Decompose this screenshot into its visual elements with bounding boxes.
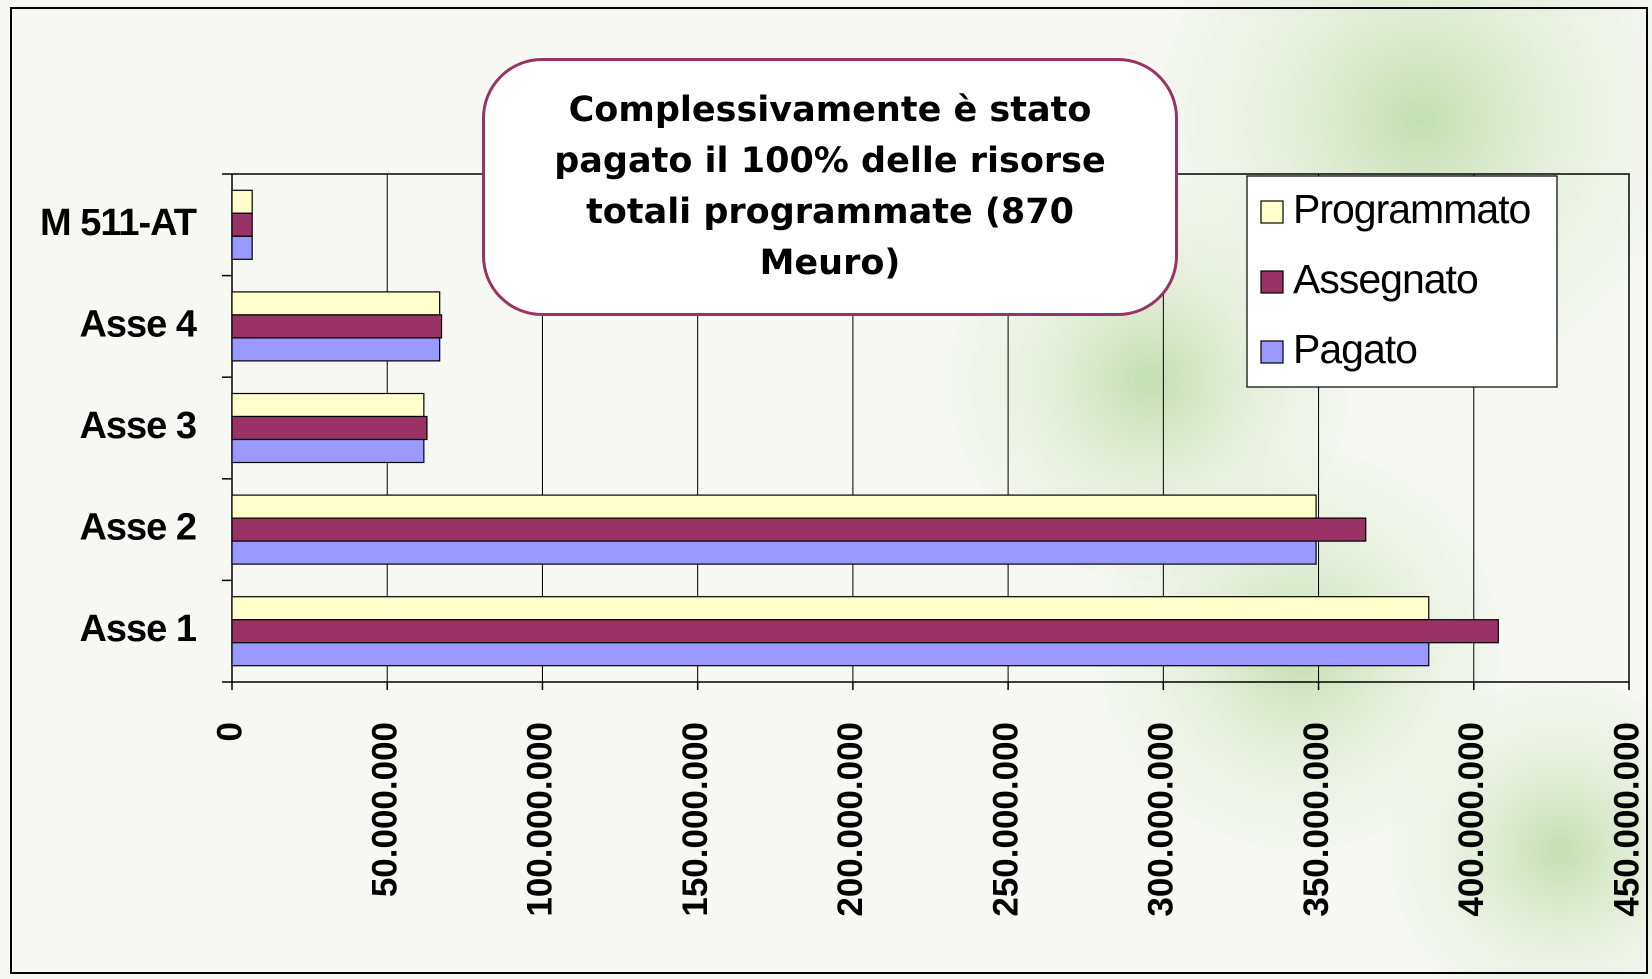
- x-tick-label: 50.000.000: [365, 722, 404, 897]
- bar: [231, 337, 441, 362]
- bar: [231, 438, 425, 464]
- legend-swatch: [1260, 270, 1284, 294]
- bar: [231, 517, 1367, 542]
- legend-swatch: [1260, 200, 1284, 224]
- x-tick-label: 150.000.000: [676, 722, 715, 917]
- bar: [231, 291, 441, 316]
- y-tick-label: Asse 1: [79, 608, 196, 650]
- legend-label: Pagato: [1293, 326, 1417, 372]
- frame: [10, 7, 1648, 974]
- x-tick-label: 450.000.000: [1607, 722, 1646, 917]
- bar: [231, 619, 1499, 644]
- x-tick-label: 250.000.000: [986, 722, 1025, 917]
- bar: [231, 189, 253, 214]
- bar: [231, 235, 253, 260]
- legend-label: Assegnato: [1293, 256, 1478, 302]
- x-tick-label: 100.000.000: [521, 722, 560, 917]
- legend-label: Programmato: [1293, 186, 1531, 232]
- bar: [231, 392, 425, 418]
- bar: [231, 596, 1430, 621]
- annotation: Complessivamente è stato pagato il 100% …: [482, 58, 1178, 316]
- y-tick-label: Asse 3: [79, 405, 196, 447]
- legend: [1246, 175, 1558, 388]
- x-tick-label: 400.000.000: [1452, 722, 1491, 917]
- legend-swatch: [1260, 340, 1284, 364]
- bar: [231, 314, 443, 339]
- bar: [231, 494, 1317, 519]
- bar: [231, 642, 1430, 667]
- x-tick-label: 200.000.000: [831, 722, 870, 917]
- x-tick-label: 0: [210, 722, 249, 741]
- x-tick-label: 300.000.000: [1142, 722, 1181, 917]
- bar: [231, 212, 253, 237]
- bar: [231, 415, 428, 441]
- y-tick-label: Asse 2: [79, 507, 196, 549]
- x-tick-label: 350.000.000: [1297, 722, 1336, 917]
- y-tick-label: Asse 4: [79, 303, 196, 345]
- bar: [231, 540, 1317, 565]
- y-tick-label: M 511-AT: [40, 202, 197, 244]
